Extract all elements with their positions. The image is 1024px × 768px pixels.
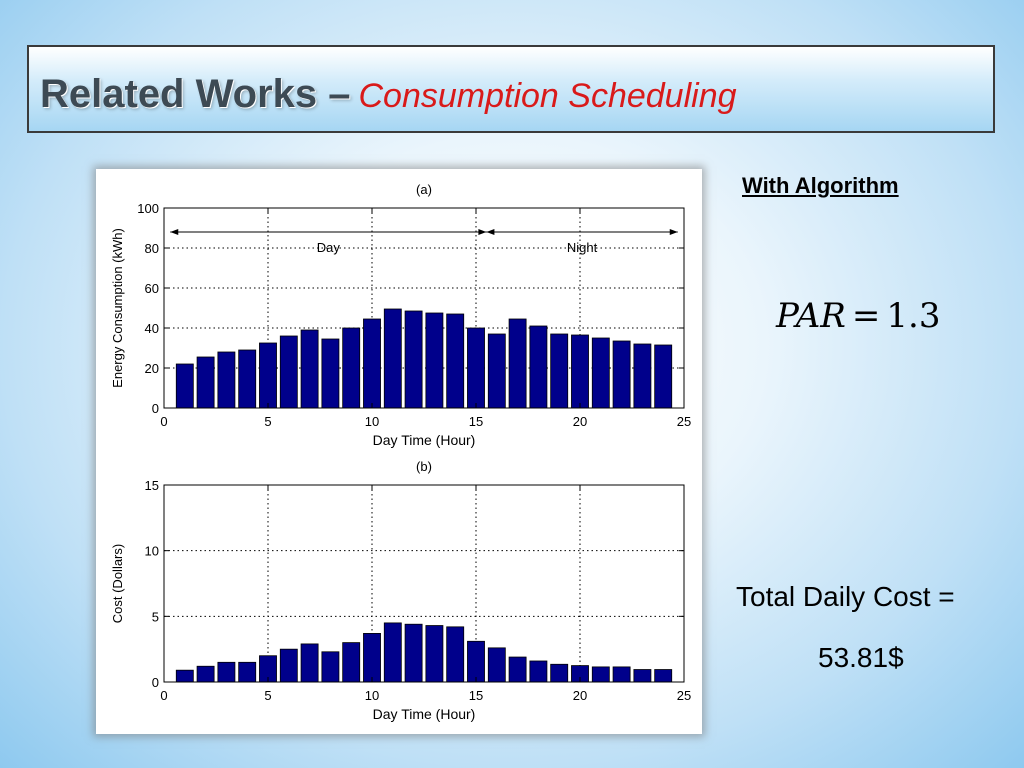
y-tick-label: 10: [145, 544, 159, 559]
figure-card: 0 5 10 15 20 25 0 20 40 60 80 100 (a) Day Time (Hour)…: [96, 169, 702, 734]
x-tick-label: 15: [469, 688, 483, 703]
bar: [383, 308, 402, 409]
bar: [259, 342, 277, 409]
bar: [238, 661, 257, 683]
bar: [446, 313, 465, 409]
y-tick-label: 40: [145, 321, 159, 336]
bar: [342, 642, 361, 683]
bar: [529, 660, 548, 683]
bar: [654, 669, 673, 683]
x-tick-label: 20: [573, 688, 587, 703]
bar: [529, 325, 548, 409]
annotation-arrowhead: [478, 229, 487, 235]
bar: [363, 318, 381, 409]
chart-b: [163, 484, 685, 683]
x-tick-label: 10: [365, 688, 379, 703]
bar: [217, 661, 236, 683]
bar: [383, 622, 402, 683]
title-main: Related Works –: [40, 72, 351, 116]
bar: [633, 343, 652, 409]
slide-title: Related Works – Consumption Scheduling: [40, 70, 737, 120]
x-tick-label: 5: [264, 688, 271, 703]
bar: [571, 334, 589, 409]
y-tick-label: 80: [145, 241, 159, 256]
bar: [633, 669, 652, 683]
bar: [446, 626, 465, 683]
bar: [196, 356, 215, 409]
bar: [175, 669, 194, 683]
par-value: 1.3: [886, 296, 941, 336]
x-tick-label: 15: [469, 414, 483, 429]
y-tick-label: 5: [152, 609, 159, 624]
annotation-arrowhead: [486, 229, 495, 235]
bar: [363, 633, 381, 683]
annotation-arrowhead: [669, 229, 678, 235]
x-tick-label: 25: [677, 688, 691, 703]
annotation-label: Day: [317, 240, 341, 255]
bar: [425, 625, 444, 683]
bar: [196, 665, 215, 683]
bar: [467, 640, 485, 683]
plot-frame: [163, 207, 685, 409]
algorithm-label: With Algorithm: [742, 173, 899, 198]
bar: [300, 643, 319, 683]
bar: [300, 329, 319, 409]
y-axis-label: Cost (Dollars): [110, 544, 125, 623]
x-tick-label: 10: [365, 414, 379, 429]
bar: [487, 333, 506, 409]
y-tick-label: 100: [137, 201, 159, 216]
annotation-label: Night: [567, 240, 598, 255]
bar: [487, 647, 506, 683]
total-cost-value: 53.81$: [818, 642, 904, 673]
x-tick-label: 25: [677, 414, 691, 429]
x-tick-label: 5: [264, 414, 271, 429]
bar: [467, 327, 485, 409]
bar: [217, 351, 236, 409]
bar: [612, 340, 631, 409]
x-tick-label: 20: [573, 414, 587, 429]
bar: [404, 623, 423, 683]
x-axis-label: Day Time (Hour): [373, 432, 476, 448]
bar: [508, 656, 527, 683]
y-tick-label: 60: [145, 281, 159, 296]
bar: [508, 318, 527, 409]
x-tick-label: 0: [160, 688, 167, 703]
title-banner: [27, 45, 995, 133]
y-tick-label: 0: [152, 401, 159, 416]
bar: [591, 666, 610, 683]
bar: [321, 651, 340, 683]
bar: [342, 327, 361, 409]
y-tick-label: 15: [145, 478, 159, 493]
bar: [279, 648, 298, 683]
bar: [321, 338, 340, 409]
annotation-arrowhead: [170, 229, 179, 235]
bar: [279, 335, 298, 409]
plot-frame: [163, 484, 685, 683]
chart-a: [163, 207, 685, 409]
x-tick-label: 0: [160, 414, 167, 429]
title-subtitle: Consumption Scheduling: [358, 77, 737, 115]
bar: [175, 363, 194, 409]
bar: [654, 344, 673, 409]
par-symbol: PAR: [776, 296, 846, 336]
y-tick-label: 20: [145, 361, 159, 376]
y-axis-label: Energy Consumption (kWh): [110, 228, 125, 388]
y-tick-label: 0: [152, 675, 159, 690]
bar: [612, 666, 631, 683]
x-axis-label: Day Time (Hour): [373, 706, 476, 722]
chart-title: (b): [416, 459, 432, 474]
chart-title: (a): [416, 182, 432, 197]
bar: [238, 349, 257, 409]
bar: [425, 312, 444, 409]
bar: [550, 333, 569, 409]
total-cost-label: Total Daily Cost =: [736, 581, 955, 612]
par-formula: PAR = 1.3: [776, 296, 941, 336]
bar: [591, 337, 610, 409]
bar: [404, 310, 423, 409]
bar: [550, 663, 569, 683]
par-equals: =: [851, 296, 881, 336]
